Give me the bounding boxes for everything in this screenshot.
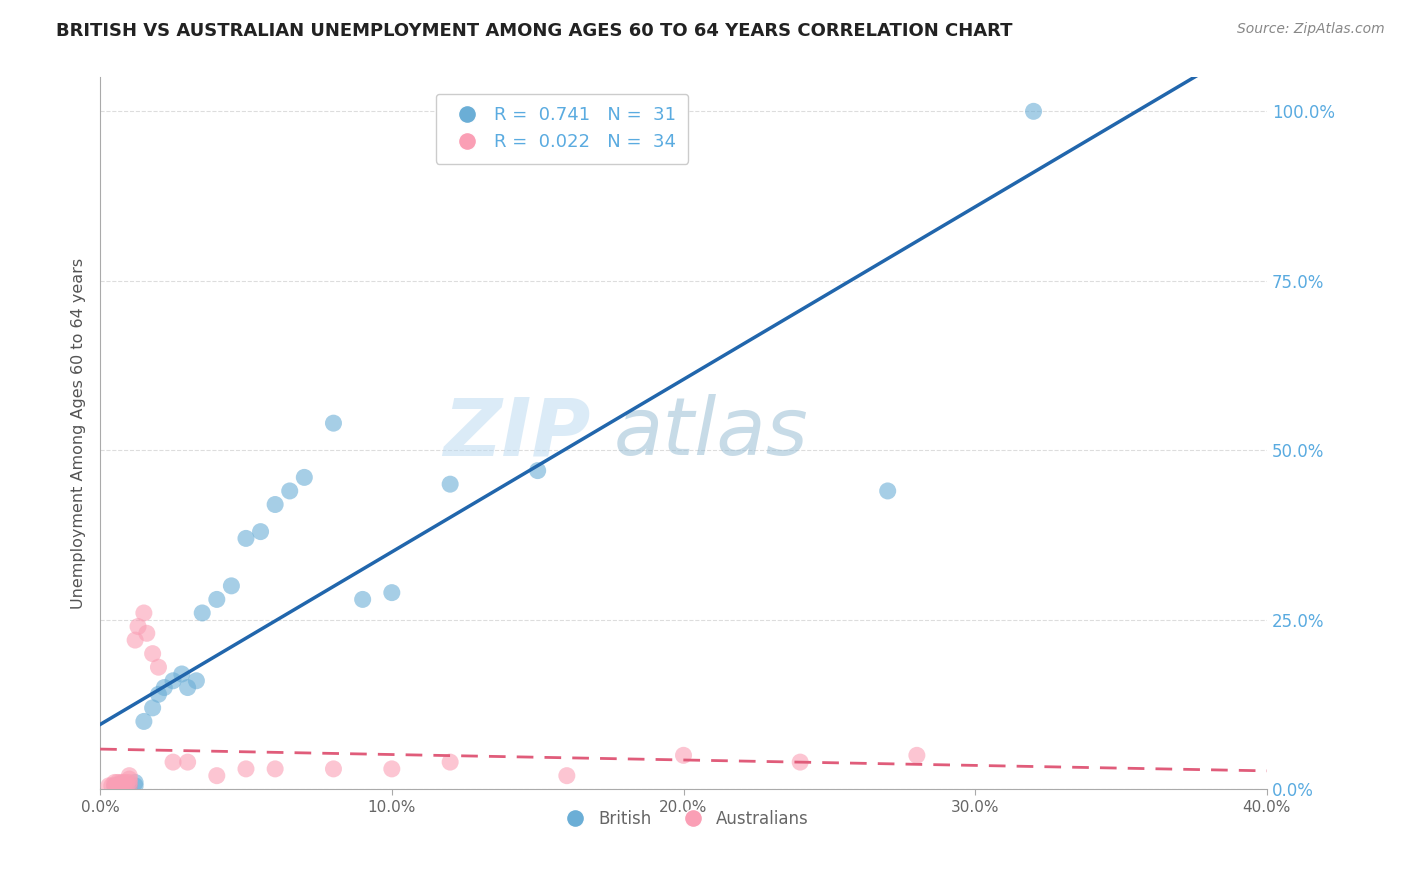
Point bbox=[124, 779, 146, 793]
Point bbox=[249, 524, 271, 539]
Point bbox=[322, 416, 344, 430]
Point bbox=[292, 470, 315, 484]
Point bbox=[118, 775, 141, 789]
Point bbox=[142, 647, 165, 661]
Point bbox=[135, 626, 157, 640]
Point bbox=[876, 483, 898, 498]
Point bbox=[110, 779, 132, 793]
Point bbox=[148, 660, 170, 674]
Point bbox=[235, 762, 257, 776]
Point bbox=[205, 592, 228, 607]
Point bbox=[235, 532, 257, 546]
Point bbox=[107, 779, 129, 793]
Point bbox=[115, 775, 138, 789]
Point bbox=[104, 779, 127, 793]
Point bbox=[132, 714, 155, 729]
Point bbox=[264, 762, 287, 776]
Point bbox=[118, 779, 141, 793]
Point bbox=[115, 779, 138, 793]
Point bbox=[186, 673, 208, 688]
Point bbox=[110, 775, 132, 789]
Point bbox=[112, 775, 135, 789]
Point bbox=[112, 779, 135, 793]
Point bbox=[221, 579, 243, 593]
Point bbox=[672, 748, 695, 763]
Point bbox=[205, 769, 228, 783]
Point bbox=[104, 779, 127, 793]
Text: atlas: atlas bbox=[613, 394, 808, 473]
Point bbox=[555, 769, 578, 783]
Point bbox=[278, 483, 301, 498]
Point bbox=[176, 681, 198, 695]
Point bbox=[142, 701, 165, 715]
Point bbox=[148, 687, 170, 701]
Text: ZIP: ZIP bbox=[443, 394, 591, 473]
Point bbox=[191, 606, 214, 620]
Point bbox=[118, 779, 141, 793]
Point bbox=[118, 779, 141, 793]
Point bbox=[1022, 104, 1045, 119]
Point bbox=[264, 498, 287, 512]
Point bbox=[124, 775, 146, 789]
Point bbox=[526, 464, 548, 478]
Point bbox=[176, 755, 198, 769]
Point bbox=[115, 779, 138, 793]
Point bbox=[905, 748, 928, 763]
Point bbox=[162, 673, 184, 688]
Point bbox=[170, 667, 193, 681]
Point bbox=[112, 779, 135, 793]
Point bbox=[124, 633, 146, 648]
Point bbox=[381, 762, 404, 776]
Point bbox=[104, 775, 127, 789]
Point bbox=[789, 755, 811, 769]
Text: BRITISH VS AUSTRALIAN UNEMPLOYMENT AMONG AGES 60 TO 64 YEARS CORRELATION CHART: BRITISH VS AUSTRALIAN UNEMPLOYMENT AMONG… bbox=[56, 22, 1012, 40]
Point bbox=[322, 762, 344, 776]
Y-axis label: Unemployment Among Ages 60 to 64 years: Unemployment Among Ages 60 to 64 years bbox=[72, 258, 86, 609]
Point bbox=[162, 755, 184, 769]
Point bbox=[110, 777, 132, 791]
Point bbox=[97, 779, 120, 793]
Point bbox=[127, 619, 149, 633]
Point bbox=[101, 779, 124, 793]
Point bbox=[153, 681, 176, 695]
Legend: British, Australians: British, Australians bbox=[551, 803, 815, 834]
Text: Source: ZipAtlas.com: Source: ZipAtlas.com bbox=[1237, 22, 1385, 37]
Point bbox=[381, 585, 404, 599]
Point bbox=[439, 477, 461, 491]
Point bbox=[352, 592, 374, 607]
Point bbox=[118, 772, 141, 786]
Point bbox=[118, 769, 141, 783]
Point bbox=[439, 755, 461, 769]
Point bbox=[132, 606, 155, 620]
Point bbox=[107, 775, 129, 789]
